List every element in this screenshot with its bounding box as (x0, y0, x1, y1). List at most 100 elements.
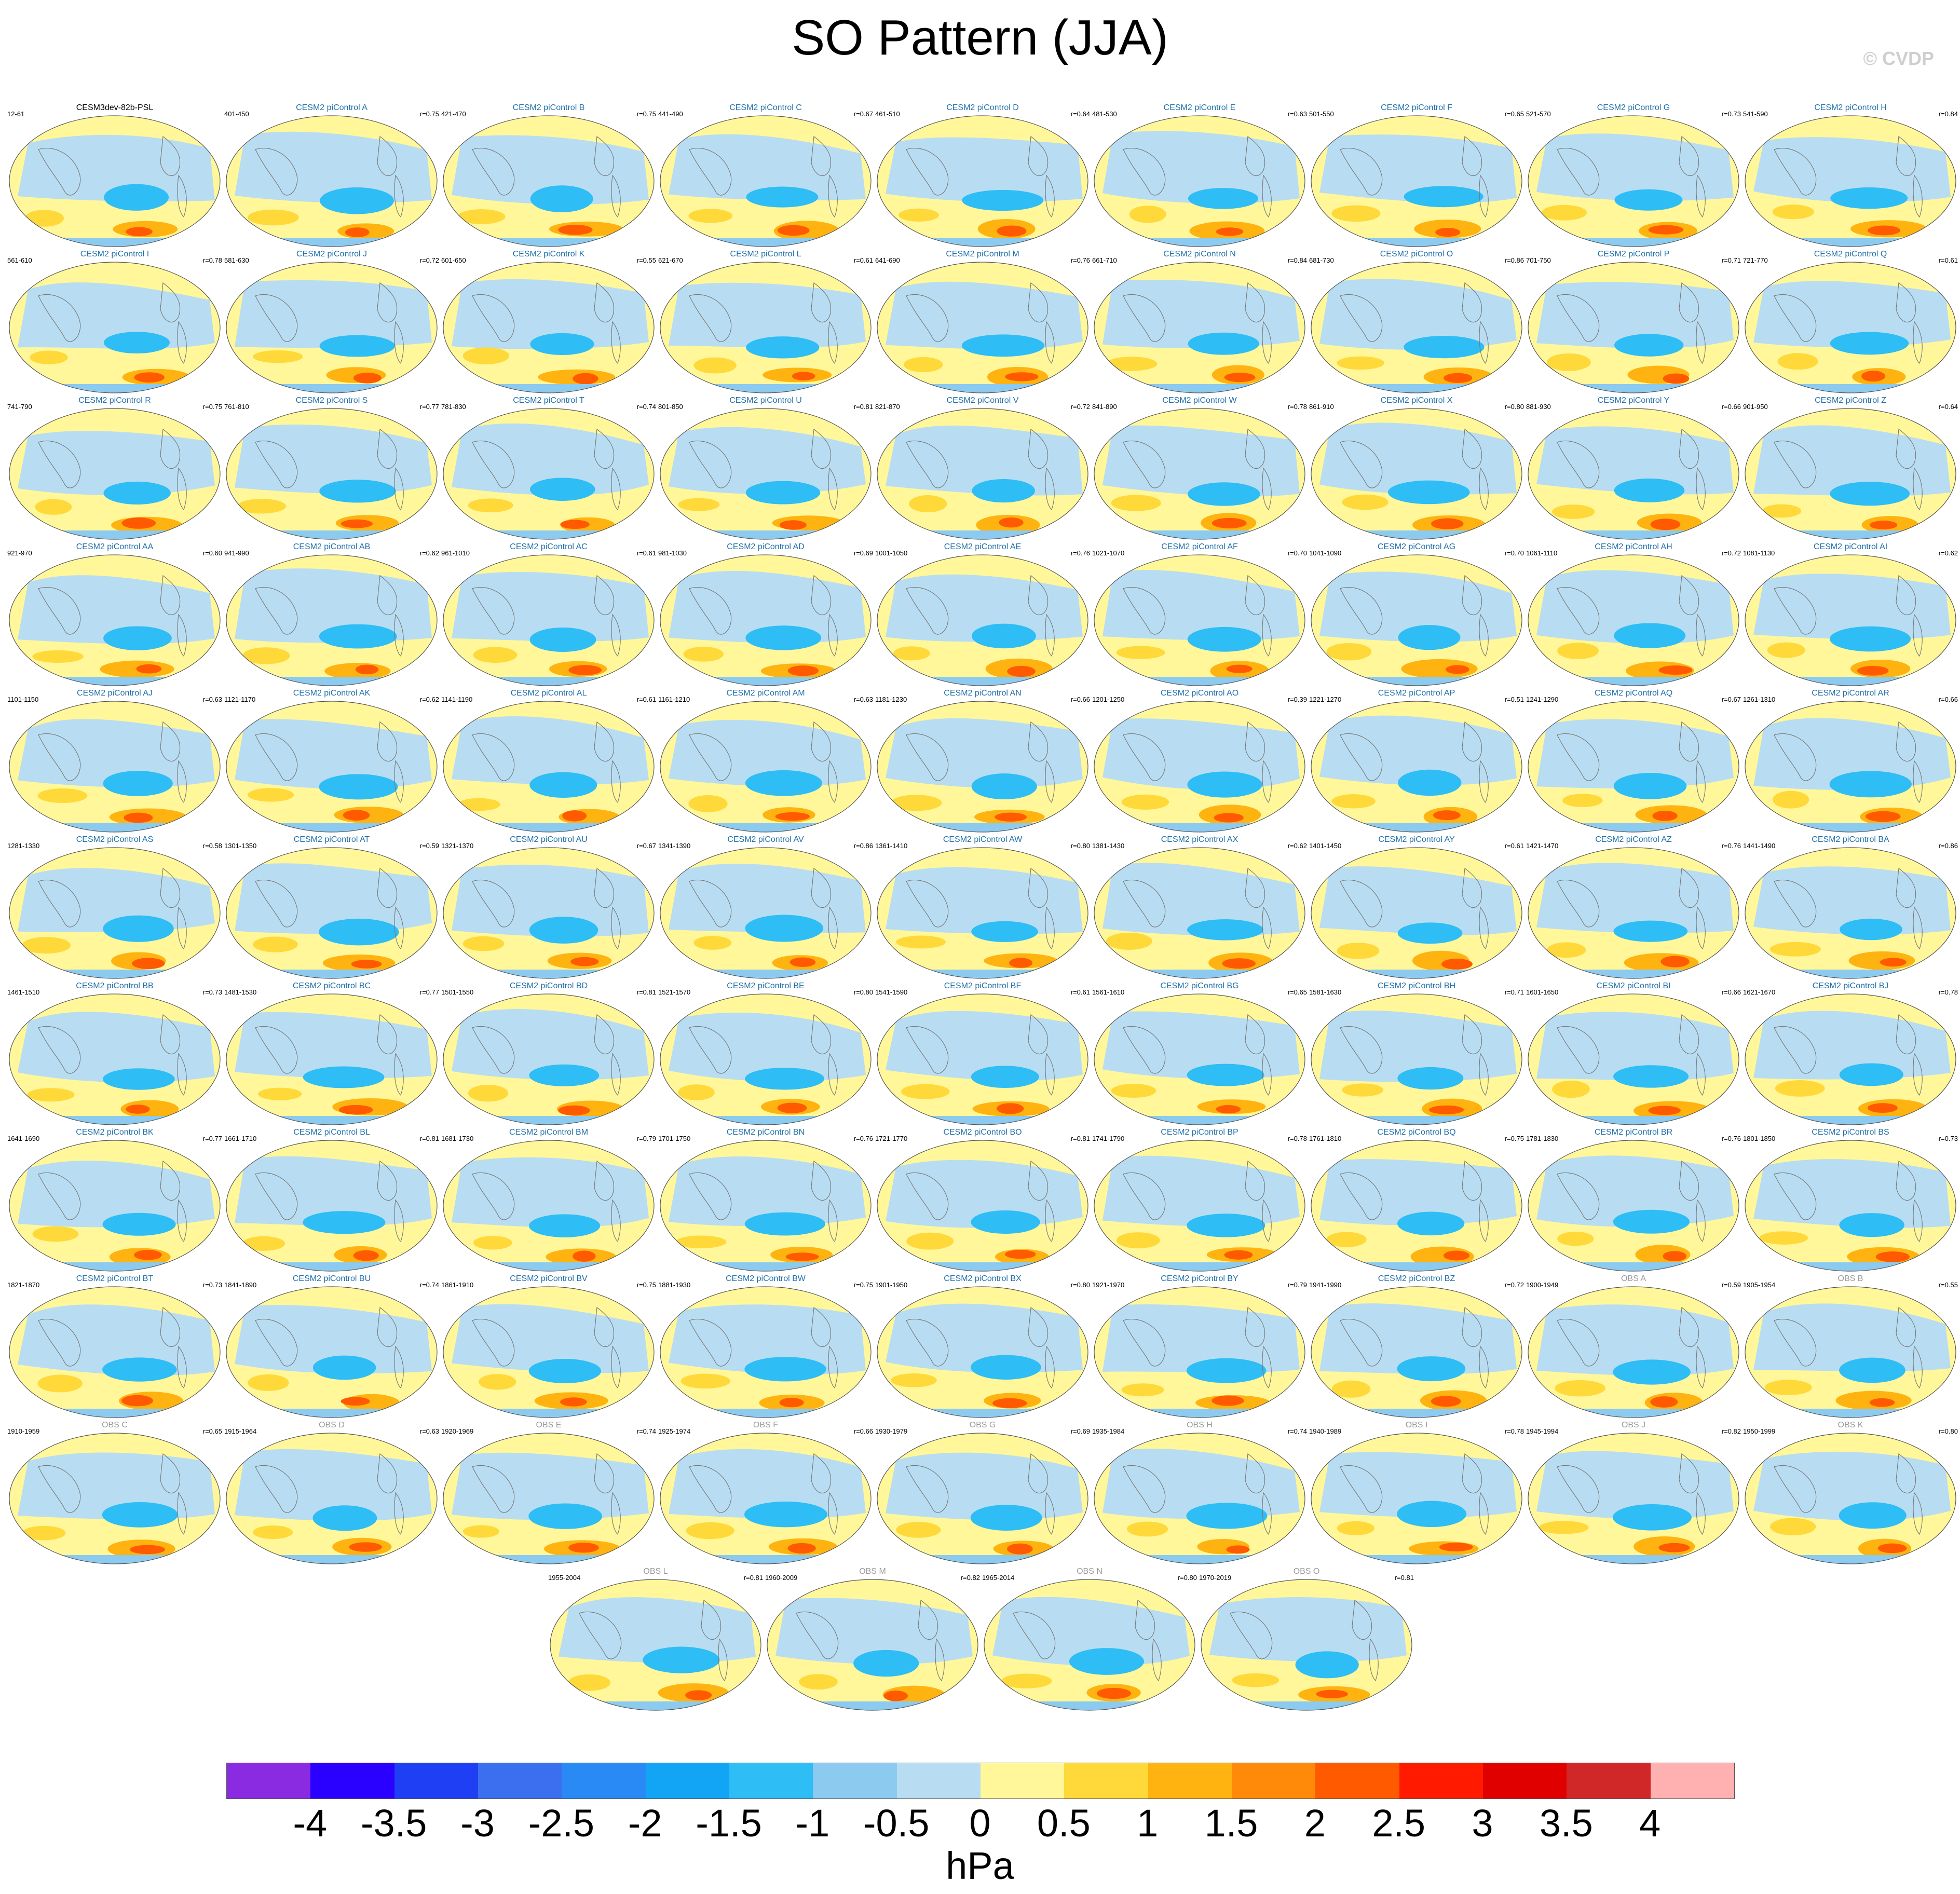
globe-map (1094, 1140, 1305, 1272)
map-panel-grid: CESM3dev-82b-PSL 12-61 CESM2 piControl A 40… (7, 103, 1958, 1711)
positive-anomaly-area (462, 1525, 499, 1538)
polar-anomaly-band (9, 1116, 220, 1125)
strong-negative-anomaly-center (1614, 478, 1685, 502)
positive-anomaly-area (478, 1374, 516, 1390)
polar-anomaly-band (1745, 384, 1956, 393)
panel-pattern-correlation: r=0.63 (419, 1427, 439, 1435)
map-panel: OBS B 1905-1954 r=0.55 (1743, 1274, 1958, 1420)
globe-map (1745, 1140, 1956, 1272)
strong-negative-anomaly-center (746, 336, 820, 359)
strong-negative-anomaly-center (1613, 1065, 1689, 1088)
globe-map (877, 115, 1088, 247)
polar-anomaly-band (443, 970, 654, 978)
continent-outlines (1557, 428, 1706, 511)
panel-year-range: 441-490 (658, 110, 683, 118)
panel-dataset-name: CESM2 piControl AW (943, 835, 1023, 844)
positive-anomaly-area (253, 936, 298, 952)
panel-year-range: 1950-1999 (1743, 1427, 1776, 1435)
globe-outline (443, 554, 655, 686)
negative-anomaly-region (1753, 425, 1951, 496)
continent-outlines (1774, 428, 1923, 511)
polar-anomaly-band (877, 1555, 1088, 1564)
continent-outlines (1123, 721, 1272, 803)
globe-outline (1094, 262, 1305, 393)
panel-year-range: 1541-1590 (875, 988, 908, 996)
panel-year-range: 901-950 (1743, 403, 1768, 411)
panel-year-range: 961-1010 (441, 549, 470, 557)
continent-outlines (255, 575, 404, 657)
strong-positive-anomaly-center (568, 665, 602, 675)
strong-positive-anomaly-center (355, 664, 379, 675)
panel-year-range: 1361-1410 (875, 842, 908, 850)
panel-year-range: 1935-1984 (1092, 1427, 1125, 1435)
positive-anomaly-area (688, 209, 733, 223)
panel-pattern-correlation: r=0.72 (1721, 549, 1741, 557)
globe-outline (1311, 1286, 1522, 1418)
strong-positive-anomaly-center (995, 812, 1027, 822)
strong-positive-anomaly-center (997, 1103, 1024, 1114)
strong-positive-anomaly-center (1663, 373, 1690, 384)
polar-anomaly-band (443, 677, 654, 686)
globe-map (1311, 1286, 1522, 1418)
colorbar-units-label: hPa (946, 1844, 1014, 1887)
polar-anomaly-band (1745, 970, 1956, 978)
continent-outlines (906, 1453, 1055, 1535)
globe-outline (226, 701, 438, 833)
polar-anomaly-band (1311, 238, 1522, 247)
continent-outlines (689, 721, 838, 803)
globe-outline (1094, 847, 1305, 979)
strong-positive-anomaly-center (1868, 225, 1901, 236)
panel-year-range: 1181-1230 (875, 696, 907, 703)
map-panel: CESM2 piControl BM 1681-1730 r=0.79 (441, 1127, 656, 1274)
strong-negative-anomaly-center (1830, 332, 1909, 355)
panel-header: CESM2 piControl BE 1521-1570 r=0.80 (658, 981, 873, 996)
globe-map (1528, 115, 1739, 247)
strong-negative-anomaly-center (643, 1646, 720, 1673)
globe-map (1528, 847, 1739, 979)
panel-dataset-name: OBS M (859, 1567, 886, 1576)
continent-outlines (1123, 867, 1272, 950)
positive-anomaly-area (1557, 643, 1599, 659)
globe-outline (9, 1140, 221, 1272)
panel-header: CESM2 piControl Z 901-950 r=0.64 (1743, 396, 1958, 411)
panel-dataset-name: CESM2 piControl B (512, 103, 585, 112)
globe-outline (226, 1286, 438, 1418)
negative-anomaly-region (1536, 1012, 1734, 1081)
panel-dataset-name: CESM2 piControl BP (1161, 1128, 1238, 1137)
panel-pattern-correlation: r=0.70 (1504, 549, 1524, 557)
polar-anomaly-band (1311, 970, 1522, 978)
panel-dataset-name: CESM2 piControl Y (1597, 396, 1670, 405)
strong-negative-anomaly-center (102, 1068, 175, 1090)
globe-outline (660, 408, 872, 540)
negative-anomaly-region (235, 1012, 432, 1079)
panel-year-range: 1061-1110 (1526, 549, 1558, 557)
globe-outline (550, 1579, 761, 1711)
panel-pattern-correlation: r=0.86 (1504, 256, 1524, 264)
strong-negative-anomaly-center (1187, 771, 1262, 798)
globe-outline (1311, 1140, 1522, 1272)
panel-dataset-name: OBS G (969, 1421, 996, 1429)
strong-positive-anomaly-center (1443, 1250, 1470, 1261)
panel-pattern-correlation: r=0.58 (202, 842, 222, 850)
panel-pattern-correlation: r=0.76 (1721, 842, 1741, 850)
negative-anomaly-region (235, 280, 432, 348)
polar-anomaly-band (443, 384, 654, 393)
panel-year-range: 1920-1969 (441, 1427, 474, 1435)
polar-anomaly-band (226, 238, 437, 247)
negative-anomaly-region (18, 719, 215, 787)
continent-outlines (255, 1014, 404, 1096)
map-panel: CESM2 piControl AY 1401-1450 r=0.61 (1309, 835, 1524, 981)
globe-map (443, 1433, 655, 1564)
panel-dataset-name: CESM2 piControl BF (944, 982, 1022, 990)
strong-positive-anomaly-center (126, 227, 153, 237)
map-panel: CESM2 piControl BF 1541-1590 r=0.61 (875, 981, 1090, 1127)
panel-year-range: 921-970 (7, 549, 32, 557)
panel-year-range: 1821-1870 (7, 1281, 40, 1289)
panel-dataset-name: CESM2 piControl AM (726, 689, 805, 698)
globe-outline (877, 115, 1088, 247)
panel-pattern-correlation: r=0.55 (1938, 1281, 1958, 1289)
strong-positive-anomaly-center (558, 224, 593, 235)
panel-pattern-correlation: r=0.64 (1938, 403, 1958, 411)
positive-anomaly-area (462, 347, 510, 364)
panel-pattern-correlation: r=0.65 (1504, 110, 1524, 118)
